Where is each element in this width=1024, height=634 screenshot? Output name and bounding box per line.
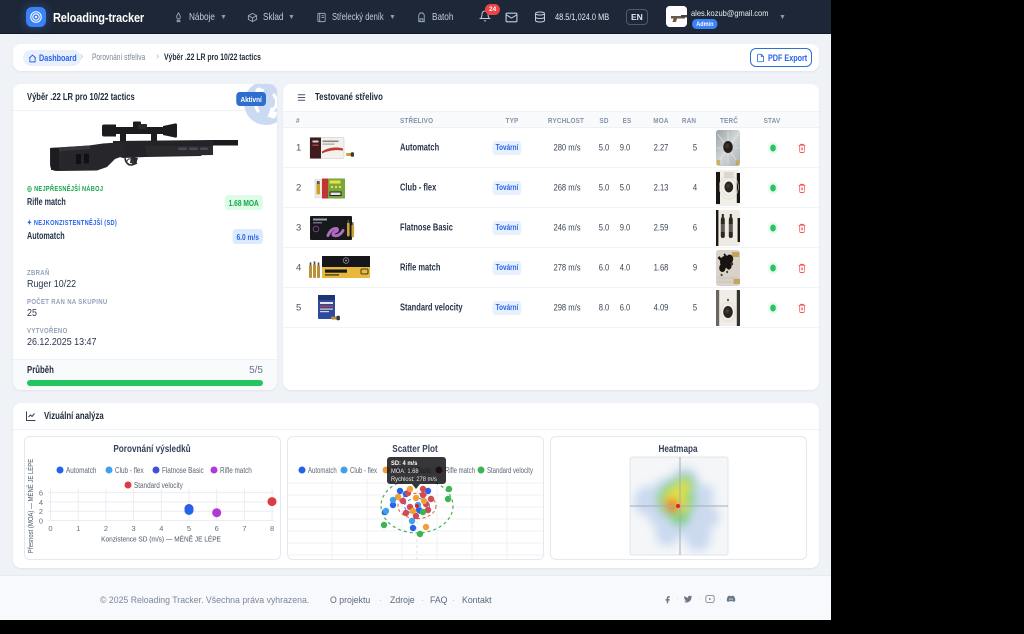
- svg-text:Club - flex: Club - flex: [115, 465, 144, 475]
- svg-text:Rychlost: 278 m/s: Rychlost: 278 m/s: [391, 476, 437, 484]
- svg-text:Porovnání výsledků: Porovnání výsledků: [113, 442, 191, 454]
- svg-text:7: 7: [242, 524, 246, 533]
- svg-text:2: 2: [39, 507, 43, 516]
- svg-text:6: 6: [215, 524, 219, 533]
- svg-text:MOA: 1.68: MOA: 1.68: [391, 468, 419, 476]
- svg-text:4: 4: [159, 524, 163, 533]
- svg-text:Standard velocity: Standard velocity: [134, 480, 183, 490]
- svg-text:0: 0: [39, 516, 43, 525]
- svg-text:Standard velocity: Standard velocity: [487, 467, 533, 475]
- svg-text:Flatnose Basic: Flatnose Basic: [162, 465, 204, 475]
- svg-text:Heatmapa: Heatmapa: [658, 442, 698, 454]
- svg-text:2: 2: [104, 524, 108, 533]
- svg-text:5: 5: [187, 524, 191, 533]
- svg-text:6: 6: [39, 489, 43, 498]
- svg-text:Scatter Plot: Scatter Plot: [392, 442, 438, 454]
- svg-text:SD: 4 m/s: SD: 4 m/s: [391, 460, 418, 468]
- svg-text:Rifle match: Rifle match: [220, 465, 252, 475]
- svg-text:Automatch: Automatch: [66, 465, 96, 475]
- svg-text:0: 0: [48, 524, 52, 533]
- svg-text:3: 3: [132, 524, 136, 533]
- svg-text:Konzistence SD (m/s) — MÉNĚ JE: Konzistence SD (m/s) — MÉNĚ JE LÉPE: [101, 534, 221, 544]
- svg-text:Automatch: Automatch: [308, 467, 337, 475]
- svg-text:8: 8: [270, 524, 274, 533]
- svg-text:4: 4: [39, 498, 43, 507]
- svg-text:1: 1: [76, 524, 80, 533]
- svg-text:Rifle match: Rifle match: [445, 467, 475, 475]
- svg-text:Přesnost (MOA) — MÉNĚ JE LÉPE: Přesnost (MOA) — MÉNĚ JE LÉPE: [25, 458, 35, 553]
- svg-text:Club - flex: Club - flex: [350, 467, 377, 475]
